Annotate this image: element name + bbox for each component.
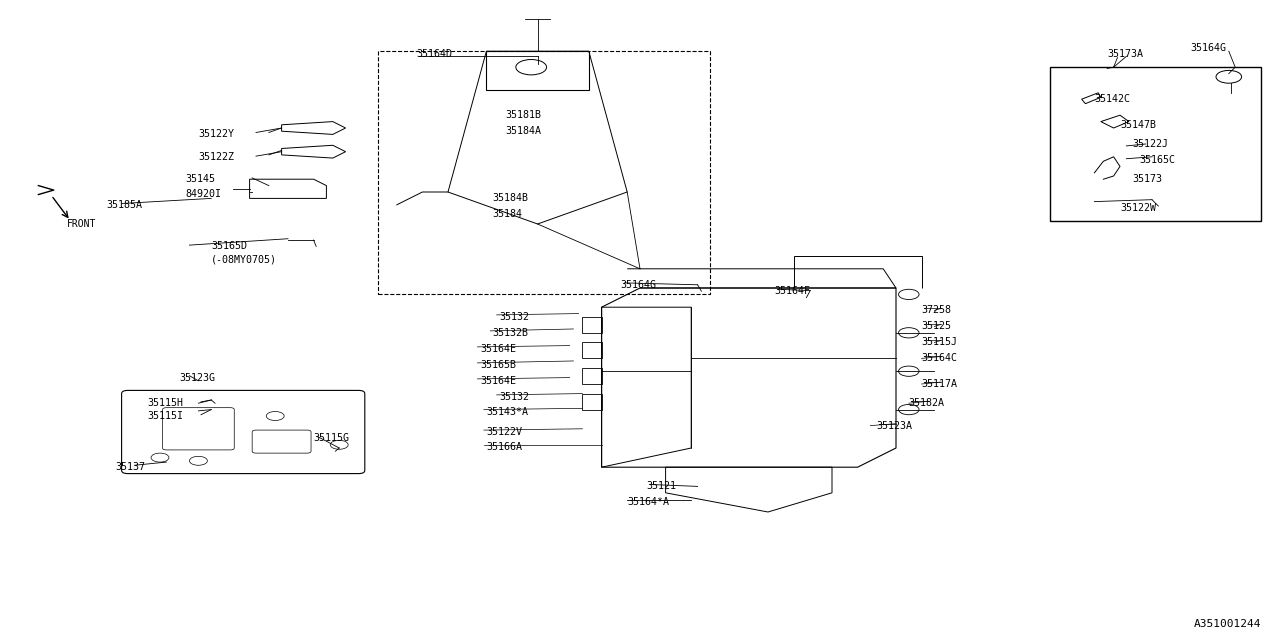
Text: 35165B: 35165B — [480, 360, 516, 370]
Text: 35184B: 35184B — [493, 193, 529, 204]
Text: 35122Z: 35122Z — [198, 152, 234, 162]
Text: 35164E: 35164E — [480, 376, 516, 386]
Text: 35115J: 35115J — [922, 337, 957, 348]
Text: 35164G: 35164G — [1190, 43, 1226, 53]
Text: 35145: 35145 — [186, 174, 215, 184]
Text: 35117A: 35117A — [922, 379, 957, 389]
Text: 35164*A: 35164*A — [627, 497, 669, 508]
Text: 35147B: 35147B — [1120, 120, 1156, 130]
Text: 35165C: 35165C — [1139, 155, 1175, 165]
Text: FRONT: FRONT — [67, 219, 96, 229]
Text: 35142C: 35142C — [1094, 94, 1130, 104]
Text: 35122V: 35122V — [486, 427, 522, 437]
Text: 35164G: 35164G — [621, 280, 657, 290]
Text: 35185A: 35185A — [106, 200, 142, 210]
Text: A351001244: A351001244 — [1193, 619, 1261, 629]
Text: 35125: 35125 — [922, 321, 951, 332]
Text: 35132: 35132 — [499, 312, 529, 322]
Text: 35181B: 35181B — [506, 110, 541, 120]
Text: 35115H: 35115H — [147, 398, 183, 408]
Text: 35122Y: 35122Y — [198, 129, 234, 140]
Text: 35164E: 35164E — [480, 344, 516, 354]
Text: 35164C: 35164C — [922, 353, 957, 364]
Text: 35137: 35137 — [115, 462, 145, 472]
Text: 35173A: 35173A — [1107, 49, 1143, 60]
Text: 35182A: 35182A — [909, 398, 945, 408]
Text: 35122W: 35122W — [1120, 203, 1156, 213]
Text: 35132: 35132 — [499, 392, 529, 402]
Text: 35115I: 35115I — [147, 411, 183, 421]
Text: 35173: 35173 — [1133, 174, 1162, 184]
Text: 35123G: 35123G — [179, 372, 215, 383]
Text: 35123A: 35123A — [877, 420, 913, 431]
Text: 84920I: 84920I — [186, 189, 221, 199]
Text: 35132B: 35132B — [493, 328, 529, 338]
Text: 35184A: 35184A — [506, 126, 541, 136]
Text: 35122J: 35122J — [1133, 139, 1169, 149]
Text: 37258: 37258 — [922, 305, 951, 316]
Text: 35164D: 35164D — [416, 49, 452, 60]
Text: 35143*A: 35143*A — [486, 406, 529, 417]
Text: 35121: 35121 — [646, 481, 676, 492]
Text: 35164F: 35164F — [774, 286, 810, 296]
Text: (-08MY0705): (-08MY0705) — [211, 254, 278, 264]
Text: 35166A: 35166A — [486, 442, 522, 452]
Text: 35165D: 35165D — [211, 241, 247, 252]
Text: 35184: 35184 — [493, 209, 522, 220]
Text: 35115G: 35115G — [314, 433, 349, 444]
